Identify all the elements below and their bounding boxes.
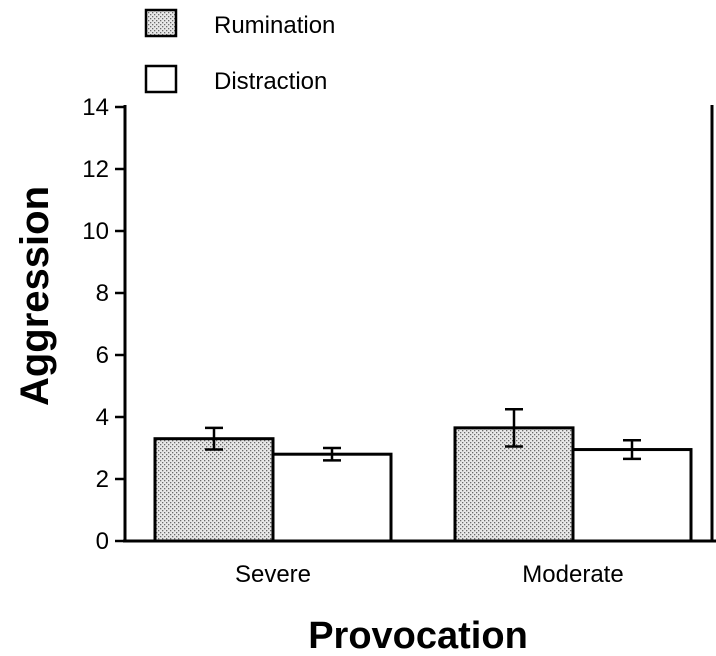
legend-swatch-rumination <box>144 8 178 38</box>
bar-rumination-severe <box>153 437 275 543</box>
x-category-label-moderate: Moderate <box>522 561 623 588</box>
legend-label-rumination: Rumination <box>214 12 335 39</box>
y-tick-label-7: 14 <box>82 94 109 121</box>
error-bar-distraction-moderate <box>623 439 641 461</box>
y-tick-label-1: 2 <box>96 466 109 493</box>
y-tick-label-0: 0 <box>96 528 109 555</box>
y-axis-title: Aggression <box>13 186 57 406</box>
legend-label-distraction: Distraction <box>214 68 327 95</box>
bars <box>153 426 693 543</box>
x-axis-categories: Severe Moderate <box>235 561 624 588</box>
error-bars <box>205 408 641 462</box>
y-tick-label-2: 4 <box>96 404 109 431</box>
y-tick-label-4: 8 <box>96 280 109 307</box>
error-bar-rumination-severe <box>205 426 223 451</box>
y-tick-label-5: 10 <box>82 218 109 245</box>
legend-swatch-distraction <box>144 64 178 94</box>
error-bar-distraction-severe <box>323 446 341 462</box>
y-tick-label-3: 6 <box>96 342 109 369</box>
y-axis: 0 2 4 6 8 10 12 14 <box>82 94 125 555</box>
legend: Rumination Distraction <box>144 8 335 95</box>
error-bar-rumination-moderate <box>505 408 523 448</box>
y-tick-label-6: 12 <box>82 156 109 183</box>
bar-distraction-moderate <box>571 448 693 543</box>
x-category-label-severe: Severe <box>235 561 311 588</box>
bar-distraction-severe <box>271 452 393 543</box>
x-axis-title: Provocation <box>308 615 528 656</box>
